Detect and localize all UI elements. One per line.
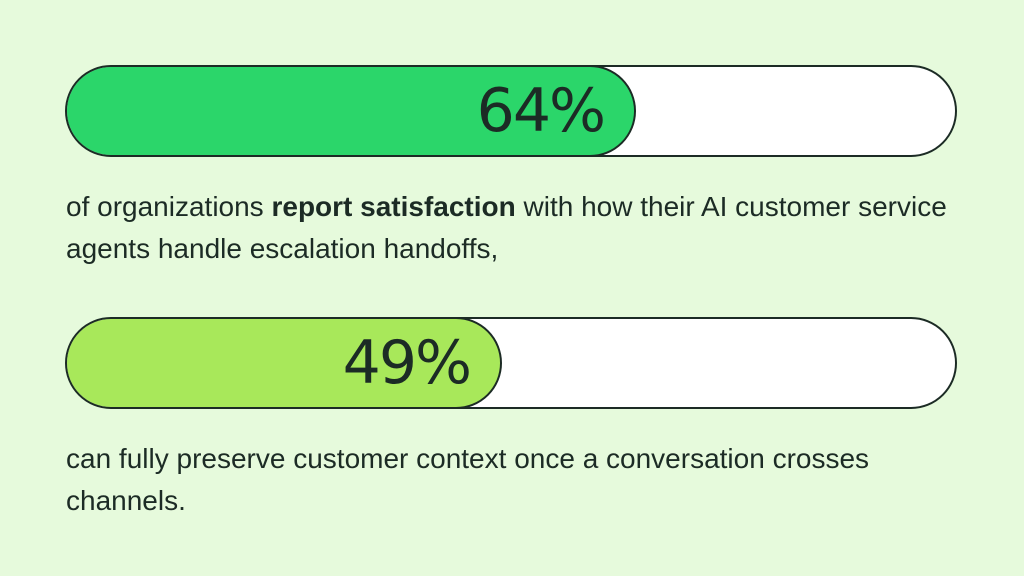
percentage-label: 64%	[476, 76, 606, 146]
progress-bar-track: 64%	[65, 65, 957, 157]
stat-caption: can fully preserve customer context once…	[66, 438, 966, 522]
caption-emphasis: report satisfaction	[271, 191, 516, 222]
caption-text-before: can fully preserve customer context once…	[66, 443, 870, 516]
percentage-label: 49%	[342, 328, 472, 398]
progress-bar-fill: 64%	[67, 67, 636, 155]
progress-bar-fill: 49%	[67, 319, 502, 407]
progress-bar-track: 49%	[65, 317, 957, 409]
caption-text-after: with how their AI customer service agent…	[66, 191, 947, 264]
stat-caption: of organizations report satisfaction wit…	[66, 186, 966, 270]
caption-text-before: of organizations	[66, 191, 272, 222]
